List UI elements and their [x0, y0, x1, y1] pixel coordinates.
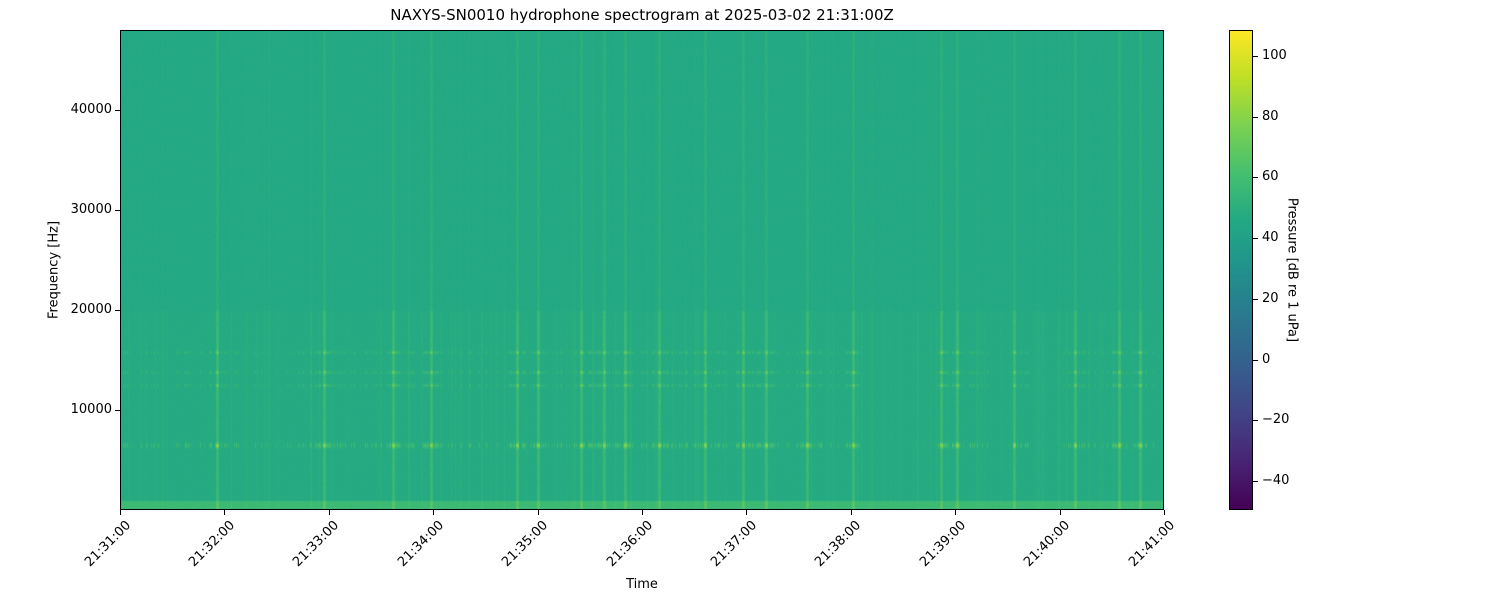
y-tick-mark [115, 410, 120, 411]
colorbar-tick-label: 20 [1262, 290, 1279, 306]
chart-title: NAXYS-SN0010 hydrophone spectrogram at 2… [390, 6, 894, 24]
y-tick-label: 30000 [70, 202, 112, 217]
colorbar-tick-label: 100 [1262, 48, 1287, 64]
x-tick-label: 21:39:00 [916, 518, 969, 570]
colorbar-tick-label: 80 [1262, 108, 1279, 124]
x-tick-mark [1164, 510, 1165, 515]
x-tick-mark [224, 510, 226, 515]
colorbar-tick-mark [1253, 298, 1258, 300]
x-tick-label: 21:32:00 [186, 518, 239, 570]
x-tick-mark [642, 510, 643, 515]
colorbar-label: Pressure [dB re 1 uPa] [1284, 197, 1300, 343]
x-tick-mark [746, 510, 748, 515]
colorbar-tick-label: −40 [1262, 472, 1290, 488]
plot-area [120, 30, 1164, 510]
x-tick-mark [1059, 510, 1061, 515]
y-tick-mark [115, 310, 120, 311]
x-tick-mark [850, 510, 852, 515]
colorbar-tick-mark [1253, 480, 1258, 482]
x-tick-label: 21:33:00 [290, 518, 343, 570]
x-tick-mark [537, 510, 539, 515]
colorbar-tick-mark [1253, 116, 1258, 118]
x-tick-label: 21:31:00 [81, 518, 134, 570]
x-tick-mark [433, 510, 435, 515]
y-tick-mark [115, 110, 120, 111]
x-tick-label: 21:34:00 [394, 518, 447, 570]
colorbar-tick-label: 60 [1262, 169, 1279, 185]
x-axis-label: Time [626, 577, 658, 592]
x-tick-label: 21:41:00 [1125, 518, 1178, 570]
spectrogram-image [120, 30, 1164, 510]
colorbar [1229, 30, 1253, 510]
y-tick-label: 10000 [70, 402, 112, 417]
y-tick-label: 20000 [70, 302, 112, 317]
x-tick-label: 21:36:00 [603, 518, 656, 570]
x-tick-label: 21:37:00 [708, 518, 761, 570]
colorbar-tick-mark [1253, 238, 1258, 240]
x-tick-label: 21:35:00 [499, 518, 552, 570]
x-tick-mark [955, 510, 957, 515]
x-tick-mark [328, 510, 330, 515]
colorbar-tick-label: −20 [1262, 412, 1290, 428]
y-tick-label: 40000 [70, 102, 112, 117]
x-tick-label: 21:40:00 [1021, 518, 1074, 570]
colorbar-tick-label: 40 [1262, 230, 1279, 246]
x-tick-label: 21:38:00 [812, 518, 865, 570]
y-tick-mark [115, 210, 120, 211]
x-tick-mark [120, 510, 121, 515]
colorbar-tick-label: 0 [1262, 351, 1271, 367]
colorbar-tick-mark [1253, 359, 1258, 361]
colorbar-tick-mark [1253, 56, 1258, 58]
colorbar-tick-mark [1253, 420, 1258, 422]
colorbar-tick-mark [1253, 177, 1258, 179]
